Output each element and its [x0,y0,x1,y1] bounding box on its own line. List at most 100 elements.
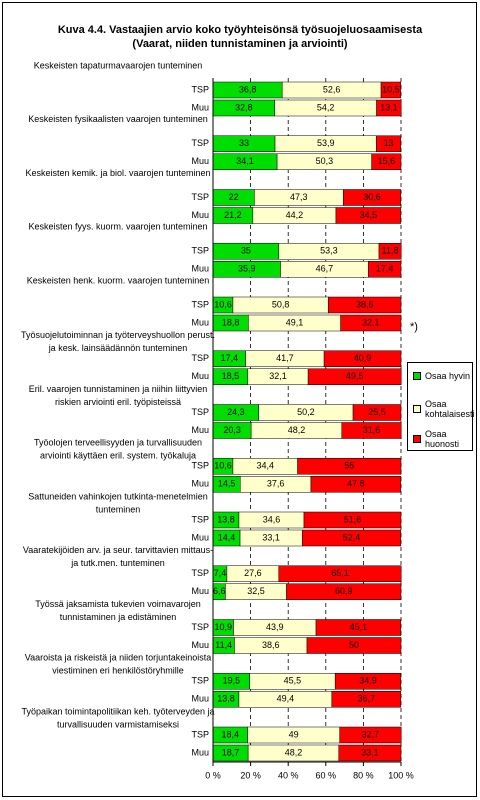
category-label: tunnistaminen ja edistäminen [60,612,177,622]
bar-segment [378,243,402,260]
bar-label: TSP [191,138,209,148]
legend-swatch [413,405,421,413]
value-label: 32,1 [269,371,287,381]
value-label: 18,8 [222,317,240,327]
value-label: 37,6 [267,479,285,489]
value-label: 13 [384,138,394,148]
bar-segment [302,529,402,547]
category-label: Keskeisten fyys. kuorm. vaarojen tuntemi… [28,222,207,232]
x-tick-label: 80 % [353,770,374,780]
value-label: 31,6 [363,425,381,435]
bar-label: TSP [191,192,209,202]
category-label: Vaaroista ja riskeistä ja niiden torjunt… [25,653,211,663]
category-label: Työsuojelutoiminnan ja työterveyshuollon… [21,330,215,340]
legend-label: Osaa hyvin [425,371,471,381]
category-label: Keskeisten tapaturmavaarojen tunteminen [34,60,203,70]
bar-segment [338,744,402,762]
value-label: 13,8 [217,514,235,524]
value-label: 18,5 [222,371,240,381]
legend-label: Osaa kohtalaisesti [425,399,475,419]
value-label: 10,9 [214,622,232,632]
category-label: Sattuneiden vahinkojen tutkinta-menetelm… [28,491,208,501]
value-label: 11,8 [382,246,399,256]
value-label: 32,7 [362,729,380,739]
legend-item: Osaa kohtalaisesti [413,399,475,419]
value-label: 6,6 [213,586,226,596]
value-label: 10,6 [214,299,232,309]
category-label: riskien arviointi eril. työpisteissä [55,397,181,407]
value-label: 55 [344,461,354,471]
value-label: 32,5 [247,586,265,596]
value-label: 34,6 [263,514,281,524]
x-tick-label: 60 % [316,770,337,780]
value-label: 51,6 [344,514,362,524]
value-label: 19,5 [223,676,241,686]
bar-segment [340,314,402,332]
value-label: 50,3 [316,156,334,166]
bar-segment [307,368,402,385]
legend-item: Osaa hyvin [413,371,471,381]
value-label: 45,5 [284,676,302,686]
bar-segment [371,153,402,170]
value-label: 45,1 [350,622,368,632]
legend-item: Osaa huonosti [413,429,471,449]
value-label: 10,5 [382,84,400,94]
bar-label: Muu [191,264,209,274]
value-label: 35,9 [238,264,256,274]
bar-label: TSP [191,299,209,309]
value-label: 50,8 [272,299,290,309]
value-label: 46,7 [316,264,334,274]
value-label: 27,6 [244,568,262,578]
category-label: tunteminen [96,504,141,514]
x-tick-label: 100 % [388,770,414,780]
bar-segment [343,189,402,206]
bar-label: TSP [191,461,209,471]
bar-label: Muu [191,747,209,757]
value-label: 50,2 [297,407,315,417]
bar-segment [315,619,402,636]
bar-segment [297,458,402,475]
bar-label: Muu [191,317,209,327]
value-label: 38,6 [356,299,374,309]
value-label: 53,9 [317,138,335,148]
bar-label: Muu [191,371,209,381]
value-label: 18,4 [222,729,240,739]
value-label: 54,2 [317,102,335,112]
category-label: Eril. vaarojen tunnistaminen ja niihin l… [29,384,208,394]
value-label: 17,4 [376,264,394,274]
legend-swatch [413,435,421,443]
value-label: 32,1 [362,317,380,327]
bar-label: TSP [191,568,209,578]
bar-label: TSP [191,353,209,363]
value-label: 47,8 [347,479,365,489]
bar-segment [339,726,402,744]
value-label: 33,1 [361,747,379,757]
bar-segment [376,99,402,117]
value-label: 36,8 [239,84,257,94]
bar-segment [352,404,402,421]
value-label: 22 [229,192,239,202]
note: *) [410,321,418,333]
bar-segment [380,81,402,99]
bar-segment [335,207,402,224]
value-label: 17,4 [221,353,239,363]
value-label: 35 [241,246,251,256]
value-label: 13,1 [380,102,398,112]
value-label: 7,4 [214,568,227,578]
value-label: 24,3 [227,407,245,417]
bar-label: TSP [191,729,209,739]
value-label: 33 [239,138,249,148]
category-label: ja kesk. lainsäädännön tunteminen [48,343,188,353]
bar-label: TSP [191,407,209,417]
category-label: Työolojen terveellisyyden ja turvallisuu… [34,438,202,448]
value-label: 47,3 [290,192,308,202]
value-label: 11,4 [215,640,232,650]
bar-label: Muu [191,479,209,489]
value-label: 49,5 [346,371,364,381]
value-label: 38,6 [262,640,280,650]
value-label: 43,9 [266,622,284,632]
value-label: 20,3 [223,425,241,435]
